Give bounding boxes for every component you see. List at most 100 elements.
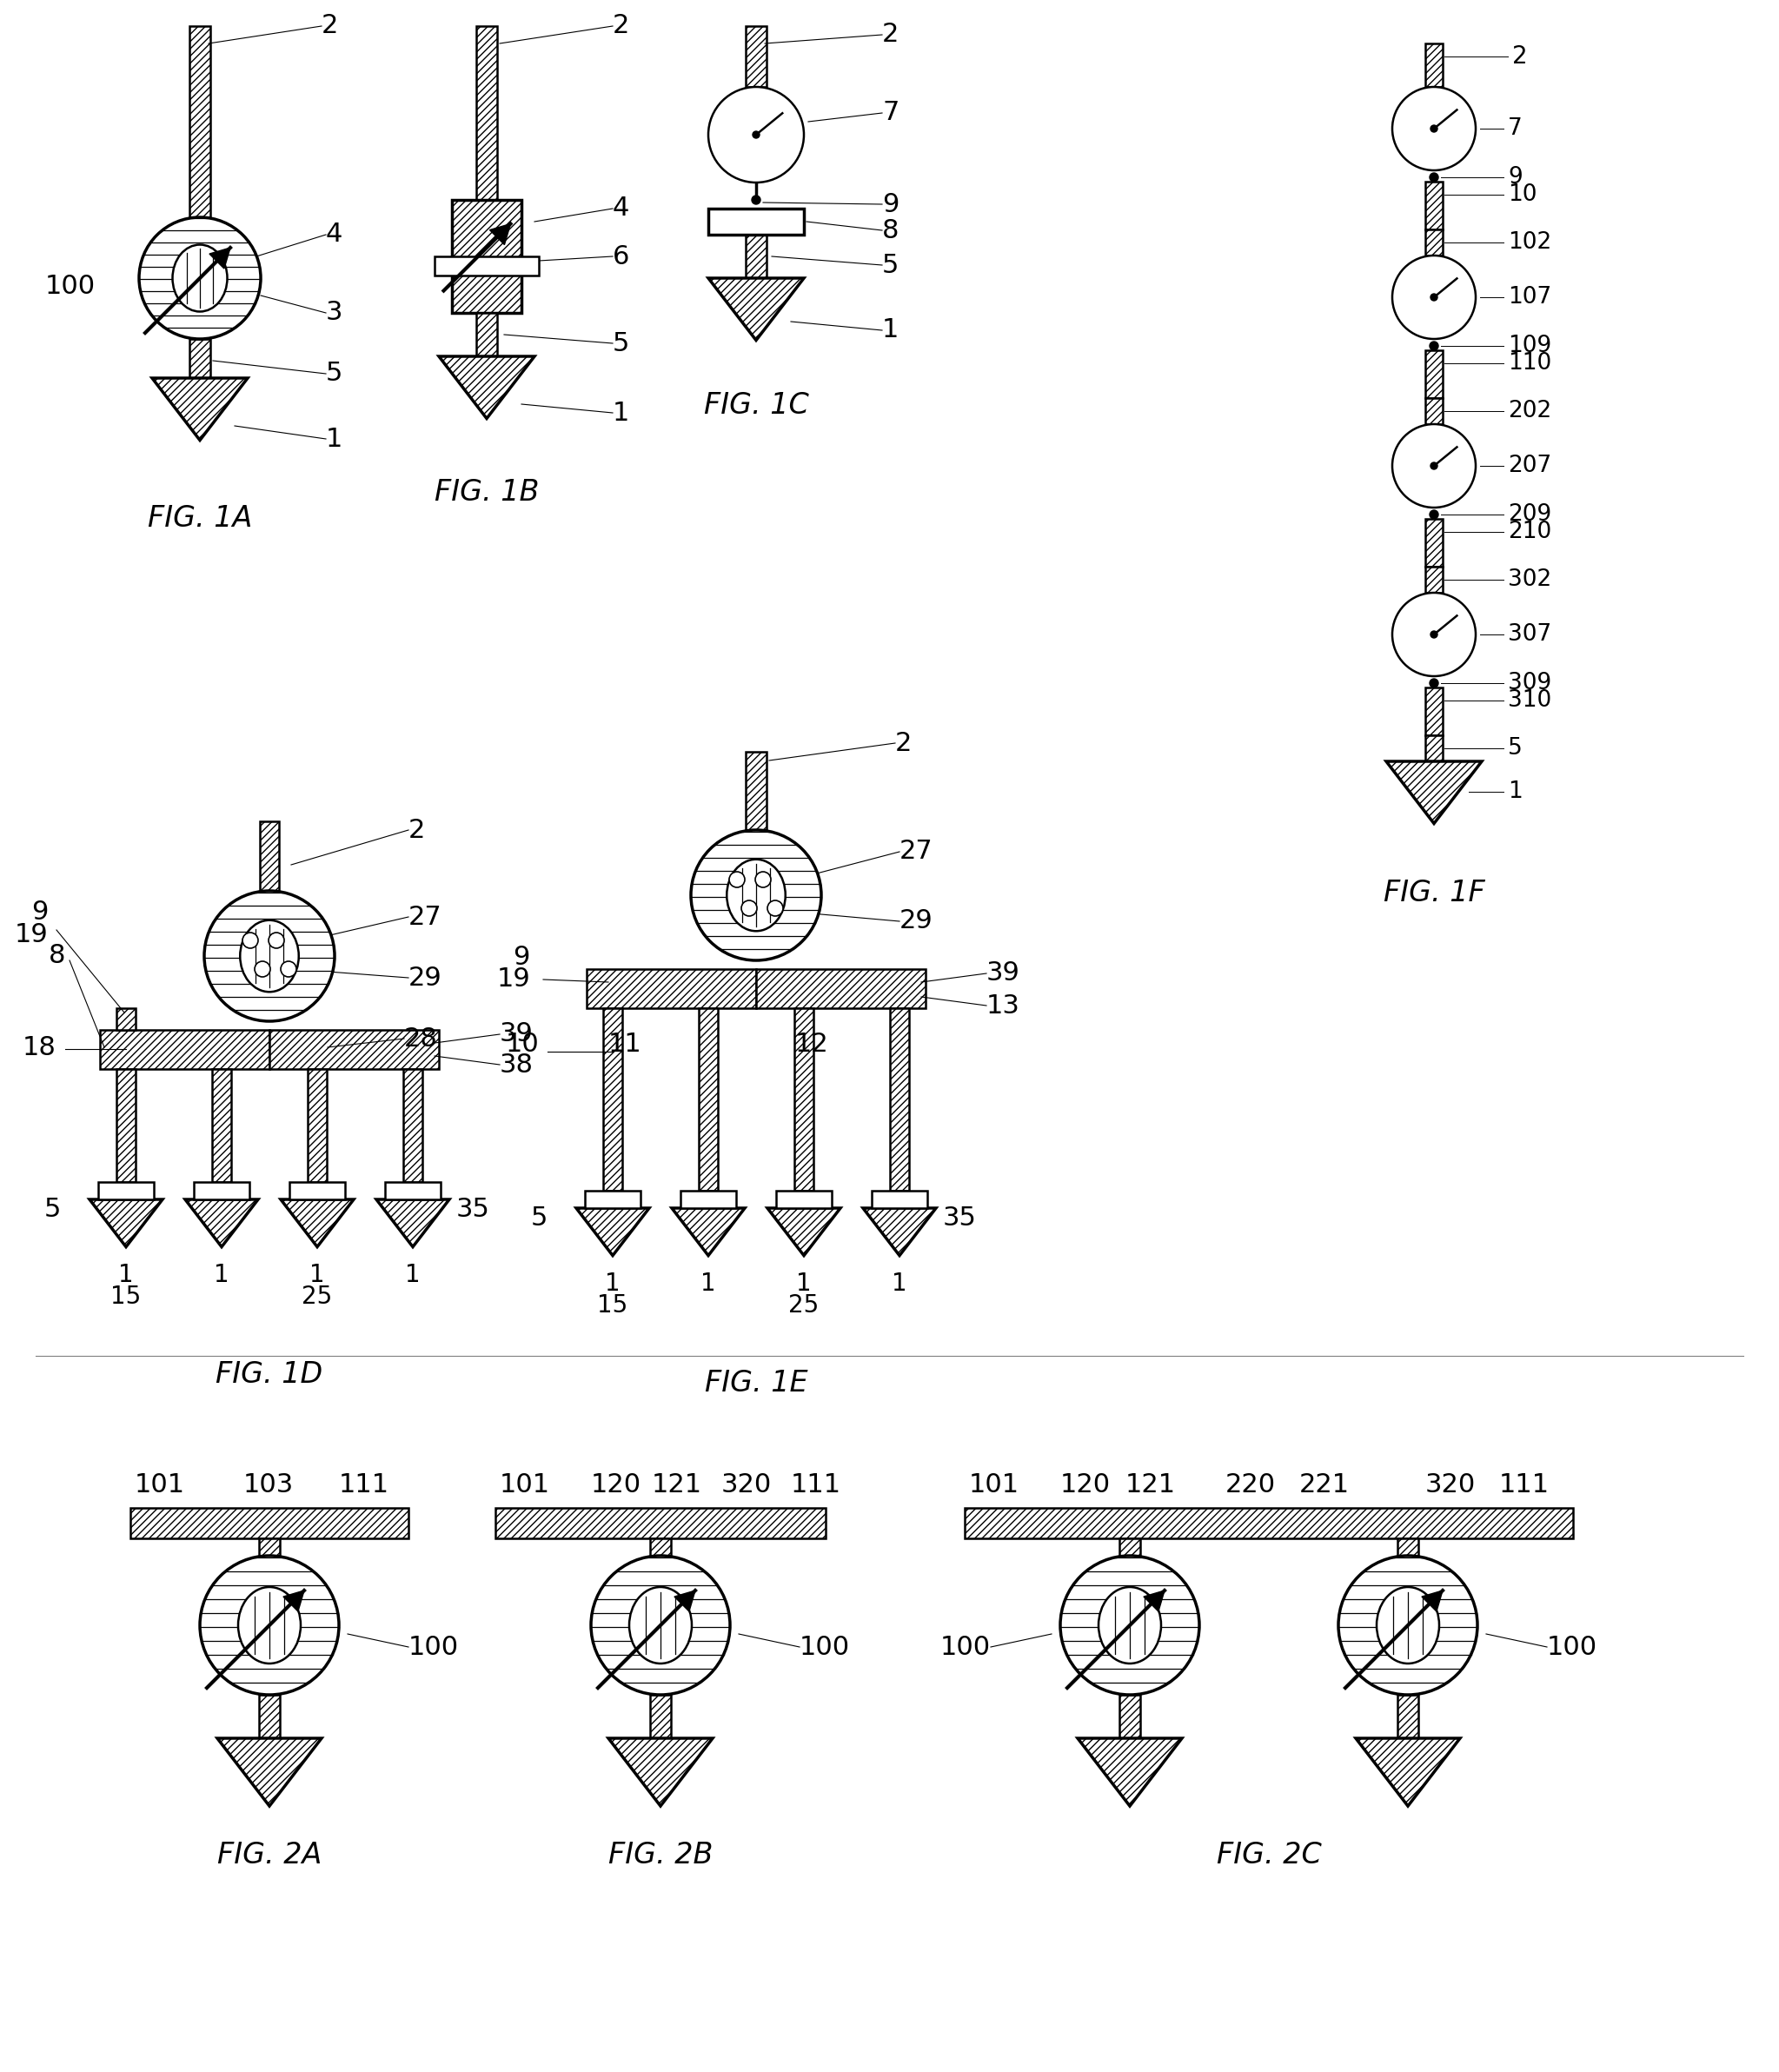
Bar	[603, 1009, 623, 1191]
Text: 109: 109	[1509, 334, 1551, 356]
Text: 2: 2	[895, 731, 913, 756]
Text: 1: 1	[701, 1272, 715, 1295]
Text: 6: 6	[612, 244, 630, 269]
Text: 15: 15	[110, 1285, 141, 1310]
Ellipse shape	[1098, 1587, 1162, 1664]
Bar	[384, 1181, 441, 1200]
Polygon shape	[281, 1200, 354, 1247]
Text: 9: 9	[1509, 166, 1523, 189]
Bar	[1425, 350, 1443, 398]
Text: 101: 101	[135, 1473, 185, 1498]
Text: 1: 1	[605, 1272, 621, 1295]
Text: 207: 207	[1509, 454, 1551, 477]
Text: 25: 25	[788, 1293, 818, 1318]
Text: 7: 7	[882, 99, 898, 126]
Text: 209: 209	[1509, 503, 1551, 526]
Text: 11: 11	[608, 1032, 642, 1057]
Text: 29: 29	[900, 910, 934, 934]
Text: 19: 19	[496, 966, 530, 992]
Text: 1: 1	[119, 1262, 133, 1287]
Bar	[1119, 1537, 1140, 1556]
Text: 100: 100	[409, 1635, 459, 1660]
Text: 5: 5	[882, 253, 898, 278]
Circle shape	[690, 831, 822, 961]
Circle shape	[1393, 255, 1477, 340]
Bar	[404, 1069, 422, 1181]
Text: 111: 111	[792, 1473, 841, 1498]
Text: 1: 1	[797, 1272, 811, 1295]
Bar	[189, 340, 210, 377]
Text: 1: 1	[310, 1262, 326, 1287]
Text: 5: 5	[44, 1198, 60, 1222]
Polygon shape	[1421, 1591, 1443, 1612]
Text: FIG. 2B: FIG. 2B	[608, 1840, 713, 1869]
Text: 121: 121	[651, 1473, 703, 1498]
Text: 5: 5	[612, 332, 630, 356]
Ellipse shape	[238, 1587, 301, 1664]
Text: 5: 5	[326, 361, 343, 385]
Circle shape	[753, 195, 760, 205]
Text: FIG. 1F: FIG. 1F	[1384, 879, 1485, 908]
Text: 35: 35	[943, 1206, 977, 1231]
Text: 320: 320	[720, 1473, 772, 1498]
Text: 2: 2	[1512, 44, 1528, 68]
Bar	[890, 1009, 909, 1191]
Polygon shape	[576, 1208, 649, 1256]
Polygon shape	[767, 1208, 840, 1256]
Bar	[1398, 1695, 1418, 1738]
Bar	[452, 199, 521, 313]
Circle shape	[1430, 172, 1439, 182]
Text: 27: 27	[409, 903, 443, 930]
Circle shape	[1393, 593, 1477, 675]
Text: 320: 320	[1425, 1473, 1477, 1498]
Circle shape	[1393, 425, 1477, 508]
Text: 2: 2	[612, 15, 630, 39]
Text: 10: 10	[505, 1032, 539, 1057]
Bar	[477, 27, 496, 199]
Text: 111: 111	[1500, 1473, 1550, 1498]
Circle shape	[269, 932, 285, 949]
Bar	[1425, 44, 1443, 87]
Bar	[116, 1069, 135, 1181]
Text: 110: 110	[1509, 352, 1551, 375]
Bar	[585, 1191, 640, 1208]
Bar	[708, 209, 804, 234]
Text: 39: 39	[986, 961, 1019, 986]
Ellipse shape	[240, 920, 299, 992]
Text: 1: 1	[326, 427, 343, 452]
Text: 2: 2	[882, 23, 898, 48]
Circle shape	[205, 891, 334, 1021]
Polygon shape	[1078, 1738, 1181, 1807]
Text: 120: 120	[1060, 1473, 1110, 1498]
Bar	[194, 1181, 249, 1200]
Text: 100: 100	[799, 1635, 850, 1660]
Bar	[260, 821, 279, 891]
Bar	[756, 970, 925, 1009]
Text: 210: 210	[1509, 520, 1551, 543]
Bar	[189, 27, 210, 218]
Circle shape	[1060, 1556, 1199, 1695]
Bar	[98, 1181, 153, 1200]
Text: 8: 8	[48, 943, 66, 968]
Polygon shape	[217, 1738, 322, 1807]
Circle shape	[742, 901, 758, 916]
Polygon shape	[863, 1208, 936, 1256]
Circle shape	[139, 218, 262, 340]
Polygon shape	[708, 278, 804, 340]
Text: 35: 35	[455, 1198, 489, 1222]
Text: 107: 107	[1509, 286, 1551, 309]
Circle shape	[1430, 342, 1439, 350]
Bar	[745, 752, 767, 831]
Text: 307: 307	[1509, 624, 1551, 646]
Bar	[308, 1069, 327, 1181]
Text: 15: 15	[598, 1293, 628, 1318]
Circle shape	[281, 961, 297, 976]
Text: FIG. 1A: FIG. 1A	[148, 503, 253, 533]
Text: 2: 2	[409, 818, 425, 843]
Text: 220: 220	[1226, 1473, 1276, 1498]
Text: 101: 101	[500, 1473, 550, 1498]
Ellipse shape	[728, 860, 785, 930]
Bar	[649, 1537, 671, 1556]
Bar	[1425, 688, 1443, 736]
Bar	[1425, 566, 1443, 593]
